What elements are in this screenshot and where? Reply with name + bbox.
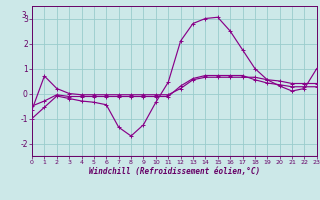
X-axis label: Windchill (Refroidissement éolien,°C): Windchill (Refroidissement éolien,°C): [89, 167, 260, 176]
Text: 3: 3: [21, 11, 26, 20]
